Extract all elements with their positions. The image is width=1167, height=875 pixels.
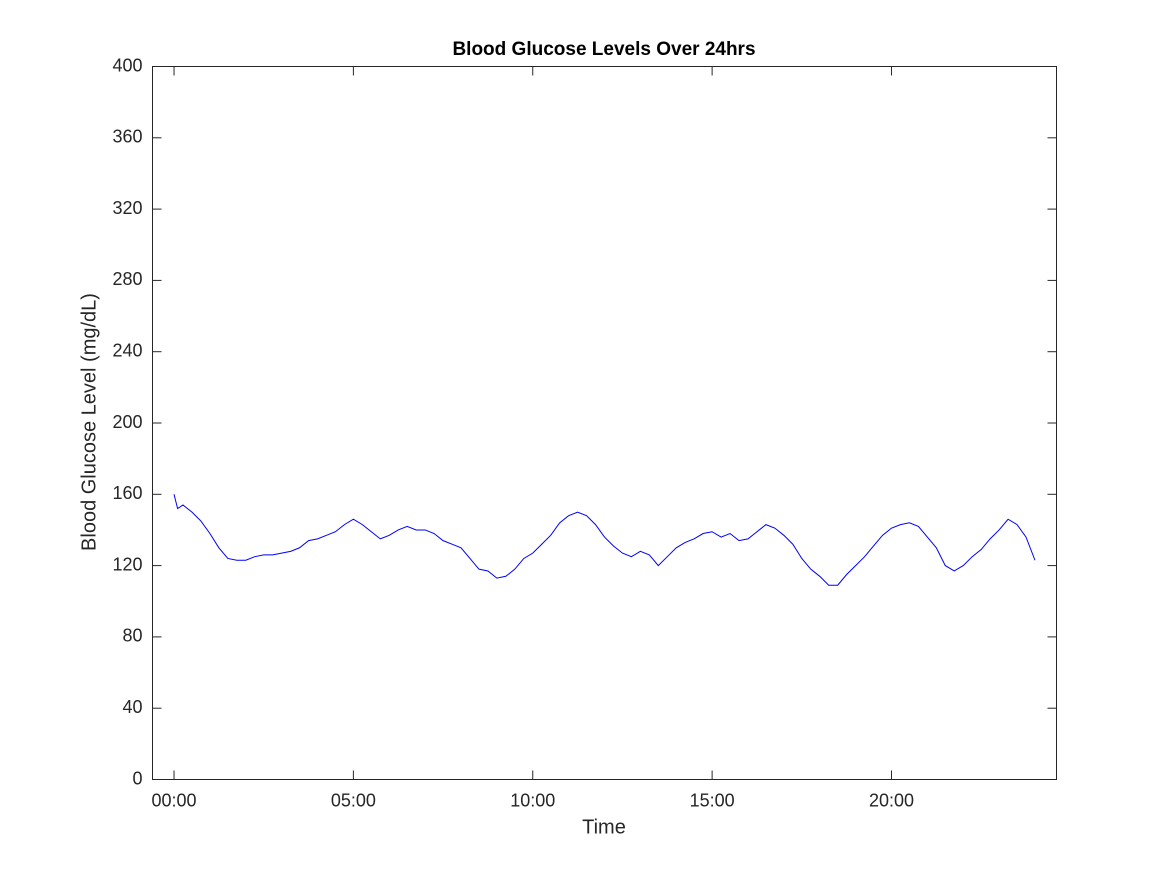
x-tick-label: 05:00 <box>331 790 376 810</box>
y-tick-label: 280 <box>112 269 142 289</box>
y-tick-label: 120 <box>112 554 142 574</box>
x-axis-label: Time <box>582 816 626 838</box>
y-tick-label: 40 <box>122 697 142 717</box>
y-tick-label: 160 <box>112 483 142 503</box>
y-axis-label: Blood Glucose Level (mg/dL) <box>78 293 100 551</box>
x-tick-label: 15:00 <box>690 790 735 810</box>
x-tick-label: 20:00 <box>869 790 914 810</box>
y-tick-label: 200 <box>112 412 142 432</box>
y-tick-label: 240 <box>112 340 142 360</box>
x-tick-label: 00:00 <box>152 790 197 810</box>
y-tick-label: 320 <box>112 198 142 218</box>
y-tick-label: 0 <box>132 768 142 788</box>
y-tick-label: 400 <box>112 55 142 75</box>
chart-title: Blood Glucose Levels Over 24hrs <box>452 39 755 60</box>
x-tick-label: 10:00 <box>510 790 555 810</box>
y-tick-label: 360 <box>112 127 142 147</box>
y-tick-label: 80 <box>122 626 142 646</box>
data-line <box>173 494 1036 586</box>
